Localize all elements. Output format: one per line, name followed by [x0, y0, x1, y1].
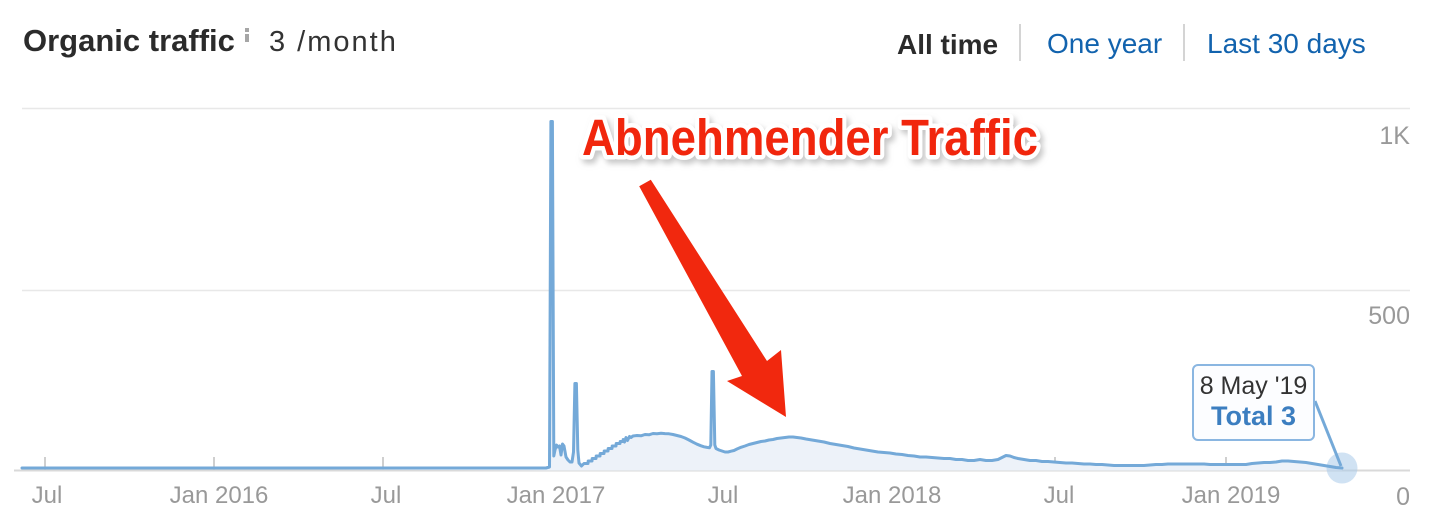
- svg-text:Abnehmender Traffic: Abnehmender Traffic: [582, 109, 1038, 166]
